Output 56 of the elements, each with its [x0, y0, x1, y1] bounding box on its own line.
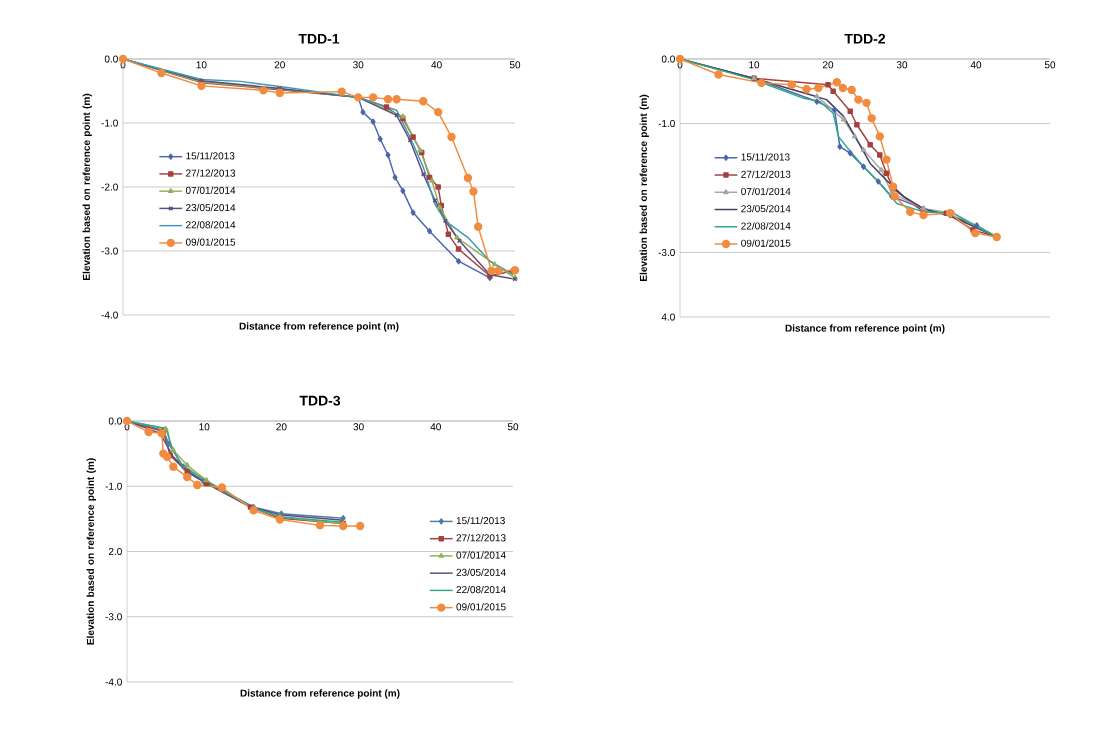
legend-label: 07/01/2014	[185, 186, 236, 194]
y-tick-label: -1.0	[105, 482, 122, 490]
legend-label: 23/05/2014	[456, 568, 506, 576]
x-axis-title: Distance from reference point (m)	[239, 322, 399, 332]
legend-label: 27/12/2013	[186, 169, 236, 177]
legend-label: 22/08/2014	[456, 585, 506, 594]
x-tick-label: 40	[970, 61, 982, 69]
y-tick-label: 0.0	[661, 55, 675, 63]
y-tick-label: -1.0	[658, 119, 675, 128]
x-tick-label: 50	[509, 61, 521, 69]
x-tick-label: 30	[353, 423, 364, 431]
x-tick-label: 10	[199, 423, 210, 431]
legend-label: 15/11/2013	[741, 153, 790, 161]
x-tick-label: 40	[430, 423, 441, 431]
x-tick-label: 50	[1044, 61, 1056, 69]
legend-label: 09/01/2015	[456, 603, 506, 611]
x-tick-label: 10	[196, 61, 207, 69]
y-tick-label: -3.0	[101, 247, 118, 255]
legend-label: 23/05/2014	[186, 203, 236, 212]
x-tick-label: 30	[896, 61, 908, 69]
y-tick-label: -3.0	[658, 248, 675, 257]
y-tick-label: -3.0	[105, 613, 122, 621]
y-tick-label: -4.0	[105, 678, 122, 686]
y-axis-title: Elevation based on reference point (m)	[86, 458, 96, 645]
y-tick-label: 0.0	[104, 55, 118, 63]
legend-label: 07/01/2014	[741, 187, 791, 195]
x-axis-title: Distance from reference point (m)	[785, 324, 945, 334]
x-tick-label: 30	[353, 61, 364, 69]
chart-title: TDD-3	[299, 395, 341, 406]
legend-label: 09/01/2015	[185, 238, 236, 246]
x-tick-label: 20	[822, 61, 834, 69]
legend-label: 15/11/2013	[186, 152, 235, 160]
legend-label: 22/08/2014	[741, 222, 791, 230]
x-tick-label: 40	[431, 61, 442, 69]
y-tick-label: -1.0	[101, 119, 118, 127]
chart-title: TDD-2	[844, 33, 886, 44]
y-tick-label: 0.0	[108, 417, 122, 425]
y-tick-label: -2.0	[101, 183, 118, 191]
legend-label: 27/12/2013	[456, 534, 506, 542]
x-tick-label: 20	[274, 61, 285, 69]
y-axis-title: Elevation based on reference point (m)	[82, 93, 92, 280]
x-tick-label: 10	[749, 61, 760, 69]
legend-label: 22/08/2014	[186, 221, 236, 229]
x-tick-label: 50	[507, 423, 519, 431]
legend-label: 07/01/2014	[456, 551, 506, 559]
legend-label: 09/01/2015	[741, 239, 791, 247]
x-tick-label: 20	[276, 423, 287, 431]
legend-label: 23/05/2014	[741, 204, 791, 213]
legend-label: 15/11/2013	[456, 516, 505, 525]
y-axis-title: Elevation based on reference point (m)	[639, 94, 649, 281]
y-tick-label: 2.0	[108, 547, 122, 556]
legend-label: 27/12/2013	[741, 170, 791, 178]
chart-title: TDD-1	[298, 33, 340, 44]
y-tick-label: 4.0	[661, 313, 675, 321]
x-axis-title: Distance from reference point (m)	[240, 689, 400, 699]
y-tick-label: -4.0	[101, 311, 118, 319]
